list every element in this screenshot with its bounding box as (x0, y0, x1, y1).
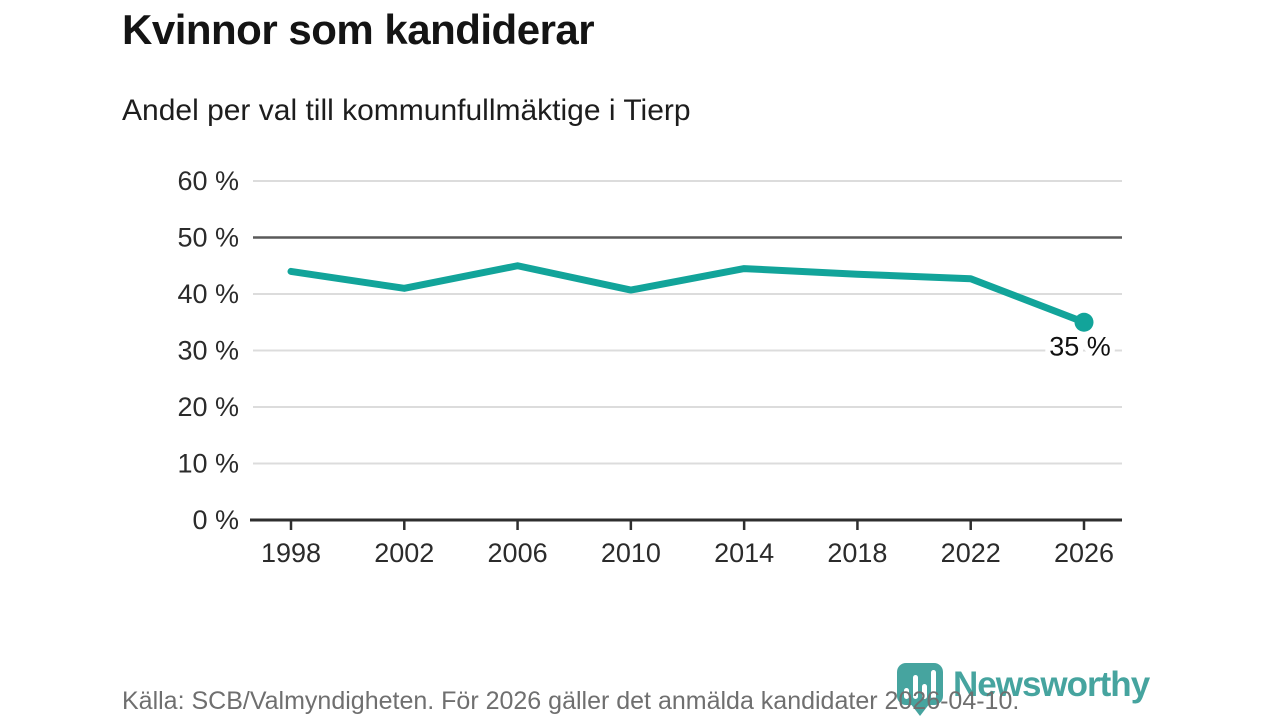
x-tick-label: 2018 (827, 538, 887, 568)
y-tick-label: 0 % (192, 505, 239, 535)
logo-wordmark: Newsworthy (953, 665, 1150, 704)
newsworthy-logo: Newsworthy (897, 663, 1150, 716)
trend-line (287, 262, 1088, 326)
y-tick-label: 60 % (177, 166, 239, 196)
x-tick-label: 2010 (601, 538, 661, 568)
end-value-label: 35 % (1049, 331, 1111, 361)
x-tick-label: 2002 (374, 538, 434, 568)
x-tick-label: 2022 (941, 538, 1001, 568)
end-point-marker (1074, 312, 1094, 332)
source-note: Källa: SCB/Valmyndigheten. För 2026 gäll… (122, 687, 1020, 715)
y-tick-label: 50 % (177, 223, 239, 253)
chart-area: 0 % 10 % 20 % 30 % 40 % 50 % 60 % 1998 2002 2006 2… (120, 150, 1180, 590)
y-tick-label: 20 % (177, 392, 239, 422)
line-chart: 0 % 10 % 20 % 30 % 40 % 50 % 60 % 1998 2002 2006 2… (177, 166, 1122, 568)
chart-subtitle: Andel per val till kommunfullmäktige i T… (122, 94, 691, 127)
x-tick-label: 2006 (488, 538, 548, 568)
bar-chart-pin-icon (897, 663, 943, 716)
page-title: Kvinnor som kandiderar (122, 6, 595, 53)
y-tick-label: 10 % (177, 449, 239, 479)
x-tick-label: 2026 (1054, 538, 1114, 568)
y-tick-label: 30 % (177, 336, 239, 366)
x-tick-label: 1998 (261, 538, 321, 568)
x-tick-label: 2014 (714, 538, 774, 568)
y-tick-label: 40 % (177, 279, 239, 309)
